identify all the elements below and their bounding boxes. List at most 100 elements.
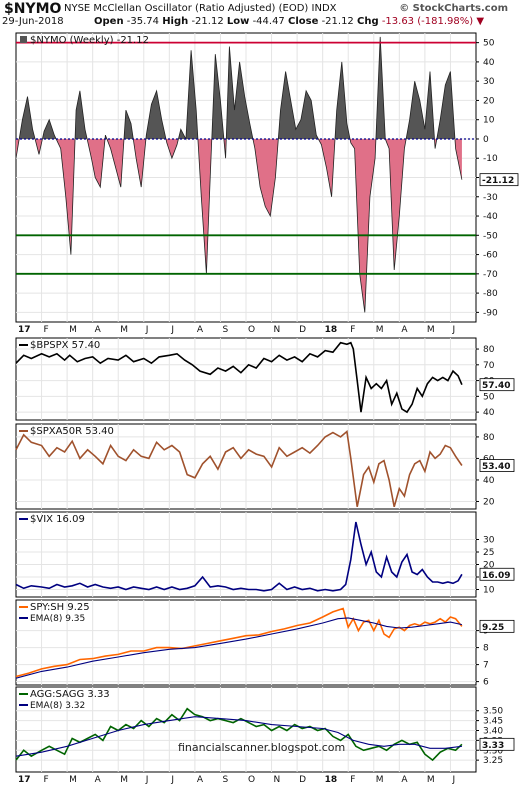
- x-tick-label: M: [120, 775, 128, 785]
- legend-label: SPY:SH 9.25: [30, 602, 90, 613]
- high-value: -21.12: [191, 16, 224, 27]
- x-tick-label: N: [274, 775, 281, 785]
- x-tick-label: F: [44, 775, 49, 785]
- legend-label: $SPXA50R 53.40: [30, 426, 114, 437]
- x-tick-label: F: [44, 325, 49, 335]
- y-tick-label: 3.50: [483, 707, 503, 717]
- series-line-0: [15, 607, 463, 678]
- open-label: Open: [94, 16, 124, 27]
- y-tick-label: 6: [483, 678, 489, 688]
- x-tick-label: A: [197, 775, 204, 785]
- x-tick-label: J: [451, 325, 455, 335]
- x-tick-label: M: [120, 325, 128, 335]
- x-tick-label: J: [145, 775, 149, 785]
- y-tick-label: 10: [483, 586, 495, 596]
- x-tick-label: S: [222, 325, 228, 335]
- y-tick-label: -90: [483, 308, 498, 318]
- y-tick-label: 25: [483, 548, 494, 558]
- y-tick-label: 3.25: [483, 756, 503, 766]
- y-tick-label: -70: [483, 270, 498, 280]
- last-value-box: [479, 737, 515, 751]
- x-tick-label: J: [145, 325, 149, 335]
- close-label: Close: [288, 16, 319, 27]
- y-tick-label: 3.45: [483, 717, 503, 727]
- y-tick-label: -30: [483, 193, 498, 203]
- y-tick-label: 7: [483, 661, 489, 671]
- series-line-1: [15, 716, 462, 757]
- y-tick-label: 20: [483, 561, 495, 571]
- close-value: -21.12: [321, 16, 354, 27]
- legend-label: $VIX 16.09: [30, 514, 85, 525]
- chart-symbol: $NYMO: [4, 1, 62, 17]
- stockcharts-logo-text: © StockCharts.com: [399, 3, 508, 14]
- y-tick-label: 10: [483, 116, 495, 126]
- y-tick-label: -50: [483, 231, 498, 241]
- y-tick-label: 20: [483, 497, 495, 507]
- y-tick-label: 50: [483, 39, 495, 49]
- panel-0: 50403020100-10-20-30-40-50-60-70-80-90-2…: [15, 32, 519, 335]
- x-tick-label: S: [222, 775, 228, 785]
- watermark: financialscanner.blogspot.com: [178, 741, 345, 754]
- x-tick-label: J: [170, 775, 174, 785]
- series-line-0: [15, 521, 463, 592]
- high-label: High: [162, 16, 189, 27]
- x-tick-label: F: [350, 325, 355, 335]
- y-tick-label: 30: [483, 536, 495, 546]
- y-tick-label: 8: [483, 644, 489, 654]
- x-tick-label: J: [170, 325, 174, 335]
- legend-label: $BPSPX 57.40: [30, 340, 100, 351]
- series-line-0: [15, 341, 463, 414]
- chart-panels: 50403020100-10-20-30-40-50-60-70-80-90-2…: [15, 32, 519, 785]
- y-tick-label: 20: [483, 96, 495, 106]
- x-tick-label: 18: [325, 775, 338, 785]
- legend-label: EMA(8) 3.32: [30, 701, 85, 711]
- x-tick-label: J: [451, 775, 455, 785]
- last-value-label: -21.12: [482, 176, 514, 186]
- y-tick-label: 40: [483, 408, 495, 418]
- x-tick-label: A: [401, 775, 408, 785]
- last-value-label: 16.09: [482, 571, 510, 581]
- chg-label: Chg: [357, 16, 379, 27]
- x-tick-label: F: [350, 775, 355, 785]
- x-tick-label: O: [248, 775, 255, 785]
- x-tick-label: M: [69, 775, 77, 785]
- series-line-0: [15, 707, 463, 762]
- last-value-box: [479, 173, 519, 187]
- x-tick-label: A: [401, 325, 408, 335]
- legend-swatch: [20, 36, 27, 43]
- y-tick-label: 0: [483, 135, 489, 145]
- x-tick-label: 18: [325, 325, 338, 335]
- y-tick-label: 70: [483, 361, 495, 371]
- y-tick-label: -80: [483, 289, 498, 299]
- y-tick-label: 3.30: [483, 746, 503, 756]
- quote-date: 29-Jun-2018: [2, 16, 64, 27]
- chg-value: -13.63 (-181.98%): [381, 16, 474, 27]
- x-tick-label: D: [299, 775, 306, 785]
- last-value-label: 57.40: [482, 381, 510, 391]
- last-value-label: 53.40: [482, 462, 510, 472]
- nymo-outline: [15, 36, 463, 313]
- last-value-box: [479, 459, 515, 472]
- x-tick-label: M: [376, 325, 384, 335]
- x-tick-label: 17: [18, 775, 31, 785]
- legend-label: AGG:SAGG 3.33: [30, 689, 110, 700]
- last-value-label: 3.33: [482, 741, 504, 751]
- y-tick-label: -40: [483, 212, 498, 222]
- last-value-box: [479, 378, 515, 392]
- quote-summary: Open -35.74 High -21.12 Low -44.47 Close…: [94, 16, 484, 27]
- x-tick-label: M: [69, 325, 77, 335]
- x-tick-label: 17: [18, 325, 31, 335]
- y-tick-label: 40: [483, 58, 495, 68]
- stockcharts-logo[interactable]: © StockCharts.com: [399, 3, 508, 14]
- x-tick-label: O: [248, 325, 255, 335]
- legend-label: $NYMO (Weekly) -21.12: [30, 35, 149, 46]
- y-tick-label: 40: [483, 476, 495, 486]
- y-tick-label: 30: [483, 77, 495, 87]
- legend-label: EMA(8) 9.35: [30, 614, 85, 624]
- x-tick-label: A: [197, 325, 204, 335]
